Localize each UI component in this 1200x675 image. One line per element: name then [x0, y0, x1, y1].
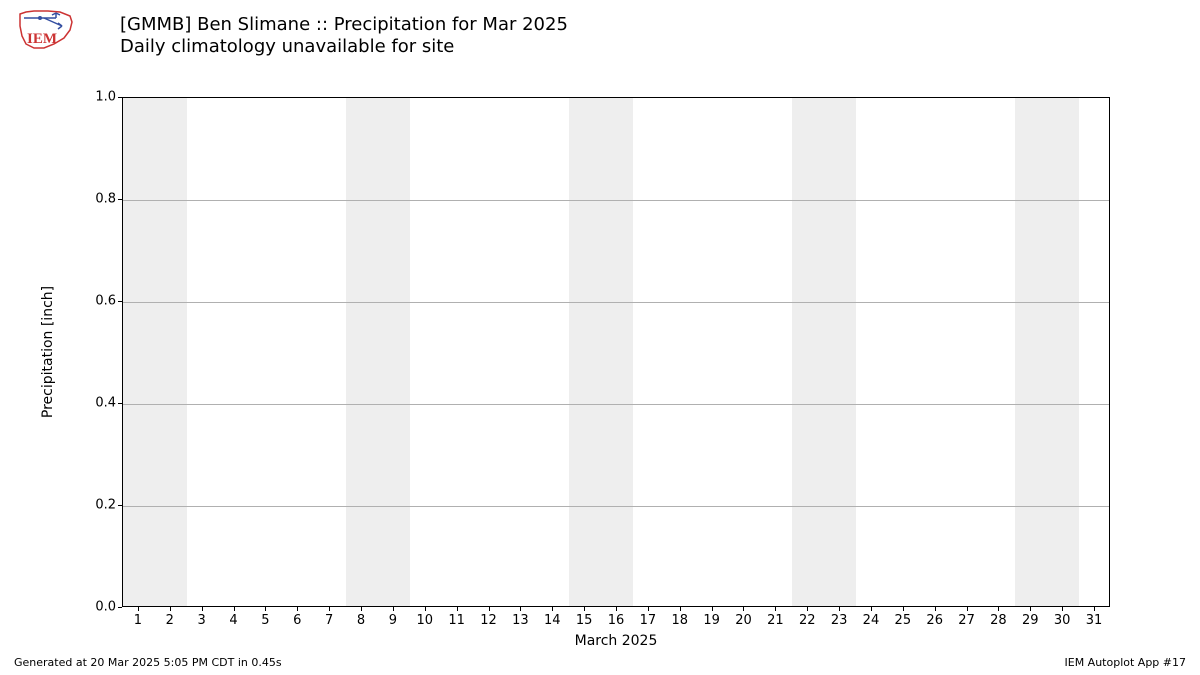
x-tick-label: 22 [799, 613, 816, 628]
x-tick-mark [871, 607, 872, 611]
y-tick-mark [118, 97, 122, 98]
y-tick-mark [118, 505, 122, 506]
x-tick-label: 24 [863, 613, 880, 628]
x-tick-mark [1030, 607, 1031, 611]
x-tick-mark [1062, 607, 1063, 611]
y-tick-mark [118, 199, 122, 200]
gridline [123, 404, 1109, 405]
x-tick-label: 31 [1086, 613, 1103, 628]
x-axis-label: March 2025 [575, 633, 658, 649]
title-line1: [GMMB] Ben Slimane :: Precipitation for … [120, 14, 568, 36]
x-tick-mark [425, 607, 426, 611]
x-tick-mark [743, 607, 744, 611]
x-tick-label: 27 [958, 613, 975, 628]
x-tick-label: 28 [990, 613, 1007, 628]
title-line2: Daily climatology unavailable for site [120, 36, 568, 58]
x-tick-label: 1 [134, 613, 142, 628]
gridline [123, 506, 1109, 507]
x-tick-mark [807, 607, 808, 611]
y-tick-label: 0.0 [76, 600, 116, 615]
x-tick-label: 2 [166, 613, 174, 628]
x-tick-label: 12 [480, 613, 497, 628]
x-tick-label: 21 [767, 613, 784, 628]
footer-left: Generated at 20 Mar 2025 5:05 PM CDT in … [14, 656, 282, 669]
weekend-band [792, 98, 856, 606]
gridline [123, 302, 1109, 303]
x-tick-mark [1094, 607, 1095, 611]
x-tick-label: 29 [1022, 613, 1039, 628]
x-tick-mark [361, 607, 362, 611]
x-tick-label: 23 [831, 613, 848, 628]
x-tick-label: 10 [416, 613, 433, 628]
plot-area [122, 97, 1110, 607]
x-tick-mark [998, 607, 999, 611]
gridline [123, 200, 1109, 201]
weekend-band [569, 98, 633, 606]
x-tick-label: 5 [261, 613, 269, 628]
y-tick-label: 0.8 [76, 192, 116, 207]
x-tick-label: 25 [895, 613, 912, 628]
x-tick-mark [329, 607, 330, 611]
x-tick-mark [775, 607, 776, 611]
weekend-band [1015, 98, 1079, 606]
x-tick-label: 4 [229, 613, 237, 628]
x-tick-label: 17 [640, 613, 657, 628]
x-tick-label: 14 [544, 613, 561, 628]
x-tick-label: 9 [389, 613, 397, 628]
y-tick-mark [118, 301, 122, 302]
x-tick-mark [967, 607, 968, 611]
x-tick-mark [170, 607, 171, 611]
x-tick-mark [234, 607, 235, 611]
x-tick-mark [297, 607, 298, 611]
x-tick-mark [138, 607, 139, 611]
iem-logo: IEM [14, 8, 76, 52]
x-tick-label: 18 [671, 613, 688, 628]
y-tick-mark [118, 607, 122, 608]
x-tick-mark [903, 607, 904, 611]
x-tick-mark [584, 607, 585, 611]
x-tick-mark [489, 607, 490, 611]
svg-text:IEM: IEM [27, 31, 57, 47]
y-tick-mark [118, 403, 122, 404]
x-tick-mark [552, 607, 553, 611]
x-tick-label: 8 [357, 613, 365, 628]
y-tick-label: 0.2 [76, 498, 116, 513]
weekend-band [123, 98, 187, 606]
x-tick-label: 20 [735, 613, 752, 628]
x-tick-mark [680, 607, 681, 611]
x-tick-mark [265, 607, 266, 611]
x-tick-mark [457, 607, 458, 611]
x-tick-label: 26 [926, 613, 943, 628]
x-tick-label: 30 [1054, 613, 1071, 628]
footer-right: IEM Autoplot App #17 [1065, 656, 1187, 669]
x-tick-mark [520, 607, 521, 611]
x-tick-mark [616, 607, 617, 611]
x-tick-label: 3 [198, 613, 206, 628]
x-tick-label: 7 [325, 613, 333, 628]
y-axis-label: Precipitation [inch] [40, 286, 56, 418]
x-tick-label: 19 [703, 613, 720, 628]
x-tick-label: 16 [608, 613, 625, 628]
x-tick-label: 11 [448, 613, 465, 628]
y-tick-label: 0.6 [76, 294, 116, 309]
x-tick-mark [393, 607, 394, 611]
x-tick-mark [202, 607, 203, 611]
x-tick-label: 13 [512, 613, 529, 628]
weekend-band [346, 98, 410, 606]
x-tick-mark [648, 607, 649, 611]
x-tick-mark [712, 607, 713, 611]
x-tick-mark [839, 607, 840, 611]
x-tick-mark [935, 607, 936, 611]
y-tick-label: 1.0 [76, 90, 116, 105]
x-tick-label: 15 [576, 613, 593, 628]
x-tick-label: 6 [293, 613, 301, 628]
chart-title: [GMMB] Ben Slimane :: Precipitation for … [120, 14, 568, 58]
y-tick-label: 0.4 [76, 396, 116, 411]
